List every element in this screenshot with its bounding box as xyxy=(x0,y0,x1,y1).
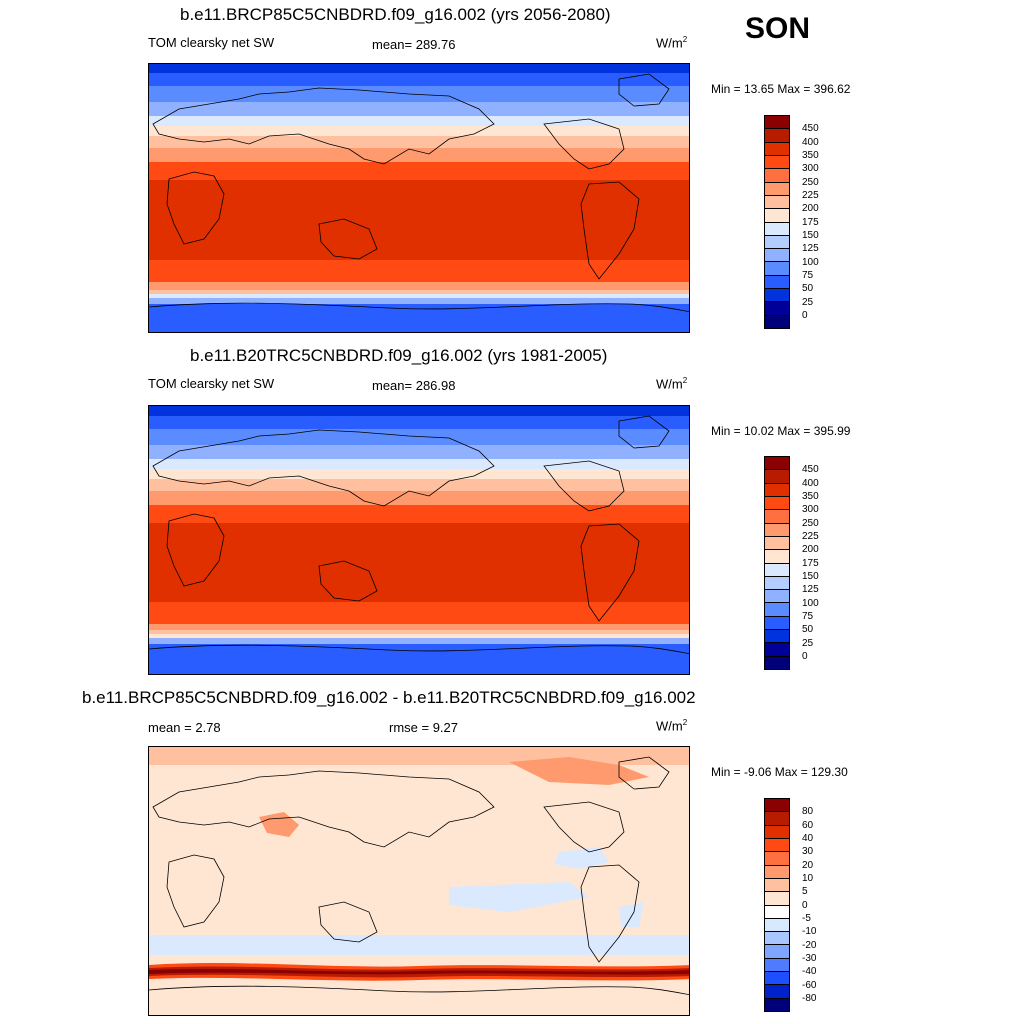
colorbar-tick: 350 xyxy=(802,491,819,502)
colorbar-tick: 25 xyxy=(802,638,814,649)
colorbar-tick: 125 xyxy=(802,243,819,254)
colorbar-tick: -60 xyxy=(802,980,817,991)
colorbar-tick: 250 xyxy=(802,518,819,529)
panel2-variable-label: TOM clearsky net SW xyxy=(148,376,275,391)
colorbar-tick: 10 xyxy=(802,873,814,884)
colorbar-tick: 175 xyxy=(802,217,819,228)
colorbar-tick: 300 xyxy=(802,163,819,174)
colorbar-tick: 0 xyxy=(802,900,808,911)
colorbar-tick: 200 xyxy=(802,203,819,214)
colorbar-tick: 150 xyxy=(802,571,819,582)
colorbar-tick: 175 xyxy=(802,558,819,569)
colorbar-tick: -20 xyxy=(802,940,817,951)
panel2-mean-label: mean= 286.98 xyxy=(372,378,456,393)
colorbar-tick: 350 xyxy=(802,150,819,161)
colorbar-tick: 450 xyxy=(802,464,819,475)
panel1-map xyxy=(148,63,690,333)
colorbar-tick: 225 xyxy=(802,190,819,201)
colorbar-tick: 0 xyxy=(802,310,808,321)
panel3-title: b.e11.BRCP85C5CNBDRD.f09_g16.002 - b.e11… xyxy=(82,688,696,707)
panel3-map xyxy=(148,746,690,1016)
season-label: SON xyxy=(745,12,811,45)
colorbar-tick: -30 xyxy=(802,953,817,964)
panel3-colorbar xyxy=(764,798,790,1012)
colorbar-tick: 75 xyxy=(802,611,814,622)
colorbar-tick: 400 xyxy=(802,137,819,148)
panel2-title: b.e11.B20TRC5CNBDRD.f09_g16.002 (yrs 198… xyxy=(190,346,608,365)
panel1-units: W/m2 xyxy=(656,35,688,51)
colorbar-tick: 100 xyxy=(802,598,819,609)
colorbar-tick: 100 xyxy=(802,257,819,268)
colorbar-tick: 225 xyxy=(802,531,819,542)
panel1-minmax: Min = 13.65 Max = 396.62 xyxy=(711,82,851,96)
colorbar-tick: 50 xyxy=(802,283,814,294)
colorbar-tick: 20 xyxy=(802,860,814,871)
colorbar-tick: 450 xyxy=(802,123,819,134)
panel2-colorbar xyxy=(764,456,790,670)
colorbar-tick: -80 xyxy=(802,993,817,1004)
colorbar-tick: 40 xyxy=(802,833,814,844)
panel1-mean-label: mean= 289.76 xyxy=(372,37,456,52)
colorbar-tick: 150 xyxy=(802,230,819,241)
panel2-units: W/m2 xyxy=(656,376,688,392)
colorbar-tick: 250 xyxy=(802,177,819,188)
colorbar-tick: 50 xyxy=(802,624,814,635)
panel3-rmse-label: rmse = 9.27 xyxy=(389,720,459,735)
panel1-variable-label: TOM clearsky net SW xyxy=(148,35,275,50)
panel1-title: b.e11.BRCP85C5CNBDRD.f09_g16.002 (yrs 20… xyxy=(180,5,611,24)
colorbar-tick: 25 xyxy=(802,297,814,308)
panel3-minmax: Min = -9.06 Max = 129.30 xyxy=(711,765,848,779)
panel1-colorbar xyxy=(764,115,790,329)
colorbar-tick: 400 xyxy=(802,478,819,489)
panel2-minmax: Min = 10.02 Max = 395.99 xyxy=(711,424,851,438)
colorbar-tick: -40 xyxy=(802,966,817,977)
colorbar-tick: 300 xyxy=(802,504,819,515)
colorbar-tick: -5 xyxy=(802,913,811,924)
colorbar-tick: 5 xyxy=(802,886,808,897)
panel3-units: W/m2 xyxy=(656,718,688,734)
colorbar-tick: 80 xyxy=(802,806,814,817)
panel2-map xyxy=(148,405,690,675)
colorbar-tick: 125 xyxy=(802,584,819,595)
colorbar-tick: -10 xyxy=(802,926,817,937)
panel3-mean-label: mean = 2.78 xyxy=(148,720,221,735)
colorbar-tick: 200 xyxy=(802,544,819,555)
colorbar-tick: 75 xyxy=(802,270,814,281)
colorbar-tick: 30 xyxy=(802,846,814,857)
colorbar-tick: 60 xyxy=(802,820,814,831)
colorbar-tick: 0 xyxy=(802,651,808,662)
